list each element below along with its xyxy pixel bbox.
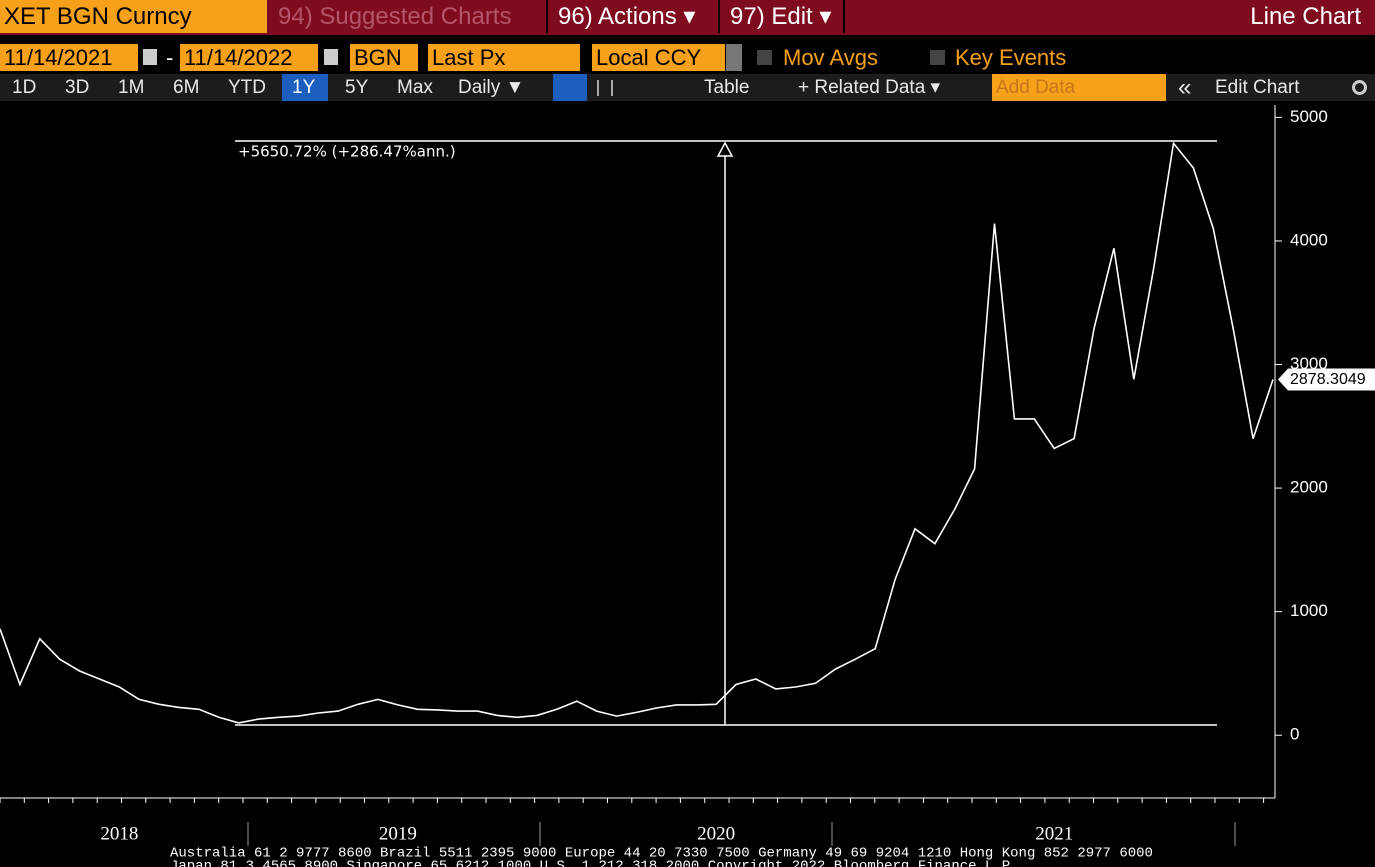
last-value-box (1278, 368, 1375, 391)
key-events[interactable]: Key Events (955, 45, 1067, 70)
x-tick-label: 2018 (100, 823, 138, 844)
period-button[interactable]: 5Y (345, 77, 369, 98)
y-tick-label: 5000 (1290, 107, 1328, 126)
mov-avgs[interactable]: Mov Avgs (783, 45, 878, 70)
price-line (0, 141, 1274, 724)
currency-dropdown[interactable] (726, 44, 742, 71)
period-button[interactable]: 3D (65, 77, 90, 98)
arrow-head (716, 141, 734, 157)
price-field[interactable]: Last Px (428, 44, 580, 71)
frequency[interactable]: Daily ▼ (458, 77, 525, 98)
period-button[interactable]: YTD (228, 77, 266, 98)
checkbox[interactable] (930, 50, 945, 65)
chart-type: Line Chart (1250, 3, 1361, 30)
period-button[interactable]: 6M (173, 77, 200, 98)
last-value-label: 2878.3049 (1290, 371, 1366, 388)
checkbox[interactable] (757, 50, 772, 65)
end-date[interactable]: 11/14/2022 (180, 44, 318, 71)
currency-field[interactable]: Local CCY (592, 44, 725, 71)
actions-menu[interactable]: 96) Actions ▾ (546, 0, 716, 33)
security-field[interactable]: XET BGN Curncy (0, 0, 267, 33)
bar-chart-icon[interactable] (597, 80, 613, 96)
period-button[interactable]: Max (397, 77, 433, 98)
edit-menu[interactable]: 97) Edit ▾ (718, 0, 845, 33)
collapse-button[interactable]: « (1178, 74, 1192, 101)
x-tick-label: 2020 (697, 823, 735, 844)
line-chart-icon[interactable] (553, 74, 587, 101)
y-tick-label: 2000 (1290, 478, 1328, 497)
edit-chart[interactable]: Edit Chart (1215, 77, 1300, 98)
y-tick-label: 3000 (1290, 354, 1328, 373)
x-tick-label: 2019 (379, 823, 417, 844)
footer-line: Japan 81 3 4565 8900 Singapore 65 6212 1… (170, 859, 1019, 867)
footer-line: Australia 61 2 9777 8600 Brazil 5511 239… (170, 846, 1153, 862)
y-tick-label: 4000 (1290, 230, 1328, 249)
calendar-icon[interactable] (143, 49, 157, 65)
start-date[interactable]: 11/14/2021 (0, 44, 138, 71)
period-button[interactable]: 1Y (282, 74, 328, 101)
settings-icon[interactable] (1352, 80, 1367, 95)
table-button[interactable]: Table (704, 77, 750, 98)
annotation: +5650.72% (+286.47%ann.) (238, 143, 456, 161)
calendar-icon[interactable] (324, 49, 338, 65)
add-data[interactable]: Add Data (992, 74, 1166, 101)
period-button[interactable]: 1D (12, 77, 37, 98)
period-button[interactable]: 1M (118, 77, 145, 98)
x-tick-label: 2021 (1035, 823, 1073, 844)
ticker-field[interactable]: BGN (350, 44, 418, 71)
related-data[interactable]: + Related Data ▾ (798, 77, 941, 98)
y-tick-label: 0 (1290, 725, 1299, 744)
date-separator: - (166, 45, 174, 70)
y-tick-label: 1000 (1290, 601, 1328, 620)
period-bar (0, 74, 1375, 101)
suggested-charts[interactable]: 94) Suggested Charts (278, 3, 512, 30)
